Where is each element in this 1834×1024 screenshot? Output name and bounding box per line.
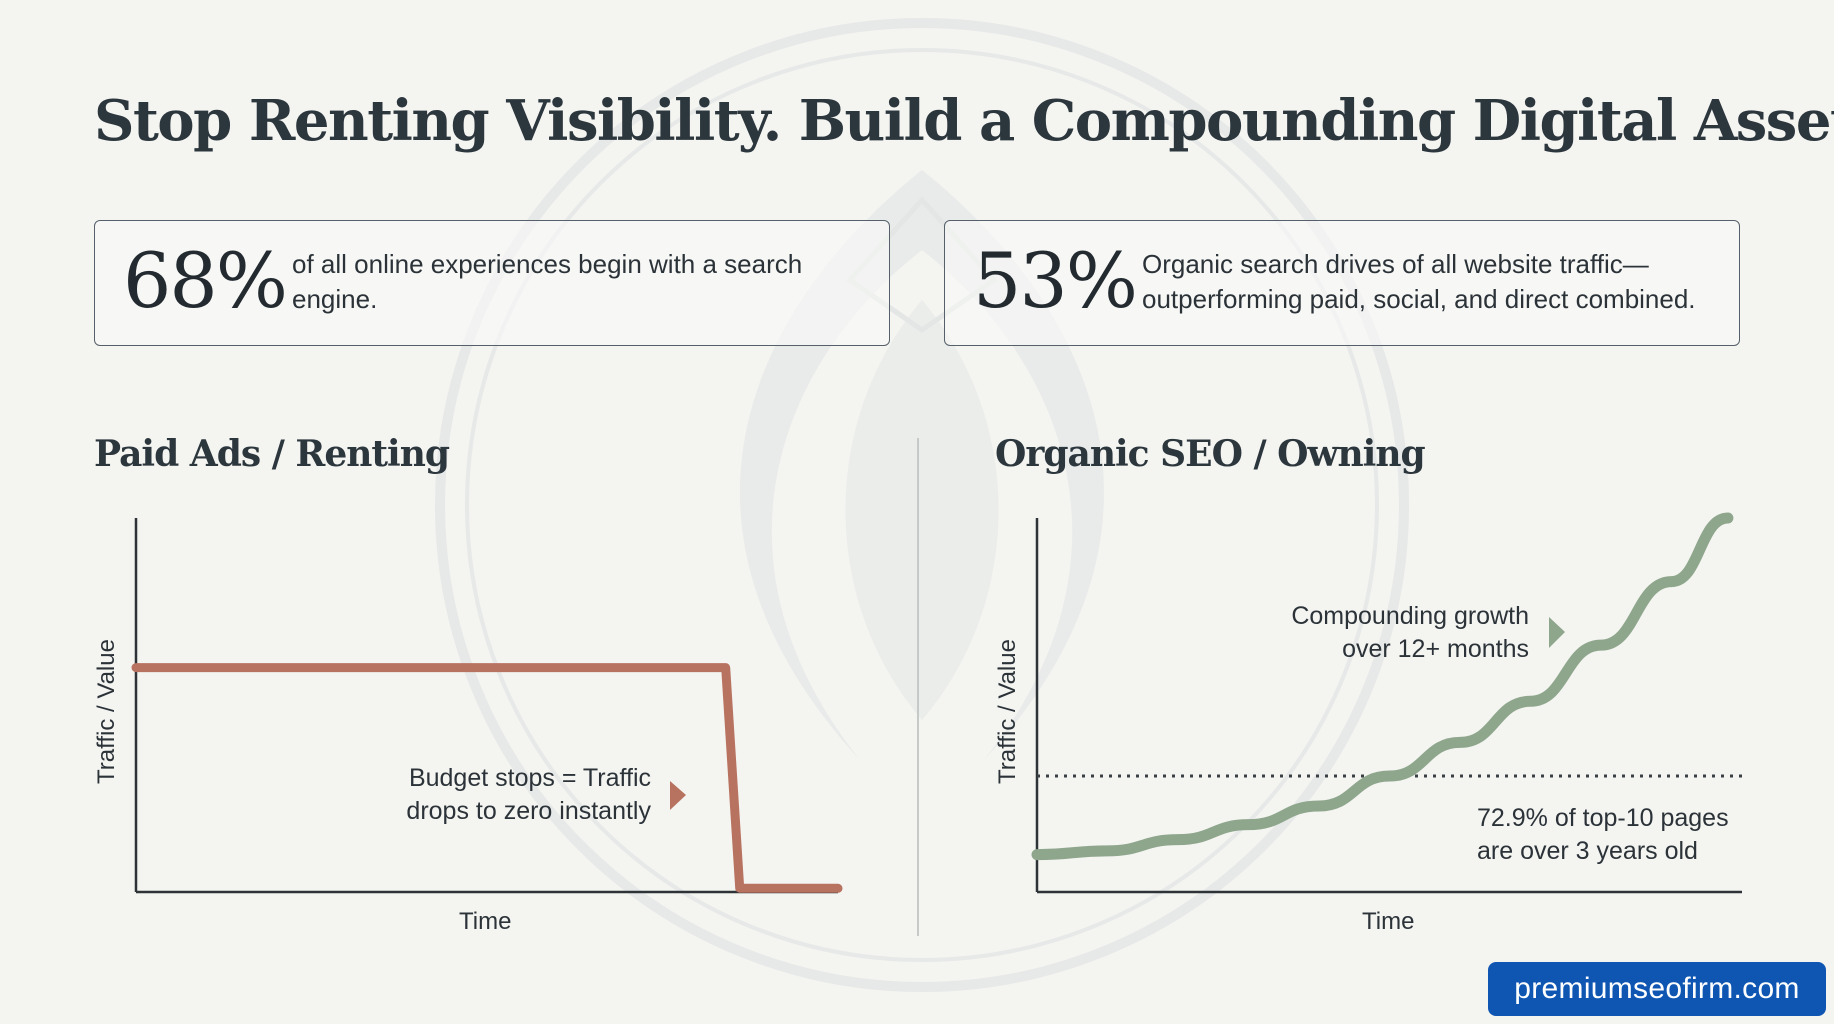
organic-seo-title: Organic SEO / Owning <box>995 433 1426 475</box>
paid-annotation-line-1: Budget stops = Traffic <box>408 764 651 792</box>
organic-age-annotation-line-2: are over 3 years old <box>1477 837 1698 865</box>
organic-age-annotation: 72.9% of top-10 pages are over 3 years o… <box>1477 802 1729 868</box>
organic-y-axis-label: Traffic / Value <box>994 639 1021 784</box>
organic-growth-annotation-line-2: over 12+ months <box>1342 635 1529 663</box>
organic-growth-annotation-line-1: Compounding growth <box>1291 602 1529 630</box>
stat-card-organic-search: 53% Organic search drives of all website… <box>944 220 1740 346</box>
series-line-0 <box>131 663 843 893</box>
paid-ads-title: Paid Ads / Renting <box>94 433 450 475</box>
paid-annotation-arrow <box>670 781 686 810</box>
stat-text: of all online experiences begin with a s… <box>292 249 803 314</box>
paid-ads-chart <box>131 518 843 894</box>
organic-x-axis-label: Time <box>1362 908 1415 935</box>
page-title: Stop Renting Visibility. Build a Compoun… <box>94 88 1834 154</box>
stat-value: 68% <box>123 236 288 325</box>
stat-text: Organic search drives of all website tra… <box>1142 249 1696 314</box>
stat-value: 53% <box>973 236 1138 325</box>
paid-x-axis-label: Time <box>459 908 512 935</box>
panel-divider <box>917 438 919 936</box>
organic-seo-chart <box>1031 512 1742 894</box>
organic-growth-annotation: Compounding growth over 12+ months <box>1291 600 1529 666</box>
series-line-0 <box>1031 512 1734 861</box>
paid-annotation-line-2: drops to zero instantly <box>406 797 651 825</box>
stat-card-search-engine: 68% of all online experiences begin with… <box>94 220 890 346</box>
organic-annotation-arrow <box>1549 617 1565 648</box>
paid-annotation: Budget stops = Traffic drops to zero ins… <box>406 762 651 828</box>
website-badge[interactable]: premiumseofirm.com <box>1488 962 1826 1016</box>
paid-y-axis-label: Traffic / Value <box>93 639 120 784</box>
organic-age-annotation-line-1: 72.9% of top-10 pages <box>1477 804 1729 832</box>
